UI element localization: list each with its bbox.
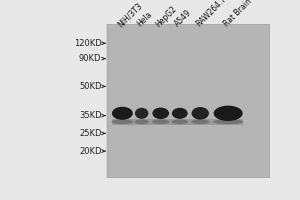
Ellipse shape bbox=[191, 107, 209, 120]
Ellipse shape bbox=[214, 106, 243, 121]
Text: NIH/3T3: NIH/3T3 bbox=[116, 1, 144, 29]
Ellipse shape bbox=[111, 119, 133, 124]
Ellipse shape bbox=[172, 119, 188, 124]
Ellipse shape bbox=[213, 119, 243, 124]
Text: Hela: Hela bbox=[135, 10, 154, 29]
Text: HepG2: HepG2 bbox=[154, 4, 179, 29]
Text: 20KD: 20KD bbox=[79, 147, 101, 156]
Ellipse shape bbox=[191, 119, 209, 124]
Text: 25KD: 25KD bbox=[79, 129, 101, 138]
Text: 120KD: 120KD bbox=[74, 39, 101, 48]
Ellipse shape bbox=[112, 107, 133, 120]
Bar bbox=[107, 24, 270, 178]
Text: Rat Brain: Rat Brain bbox=[222, 0, 253, 29]
Ellipse shape bbox=[152, 108, 169, 119]
Ellipse shape bbox=[172, 108, 188, 119]
Text: RAW264.7: RAW264.7 bbox=[194, 0, 228, 29]
Ellipse shape bbox=[135, 119, 149, 124]
Ellipse shape bbox=[152, 119, 170, 124]
Text: A549: A549 bbox=[173, 8, 194, 29]
Bar bbox=[112, 119, 243, 125]
Text: 35KD: 35KD bbox=[79, 111, 101, 120]
Ellipse shape bbox=[135, 108, 148, 119]
Text: 90KD: 90KD bbox=[79, 54, 101, 63]
Text: 50KD: 50KD bbox=[79, 82, 101, 91]
